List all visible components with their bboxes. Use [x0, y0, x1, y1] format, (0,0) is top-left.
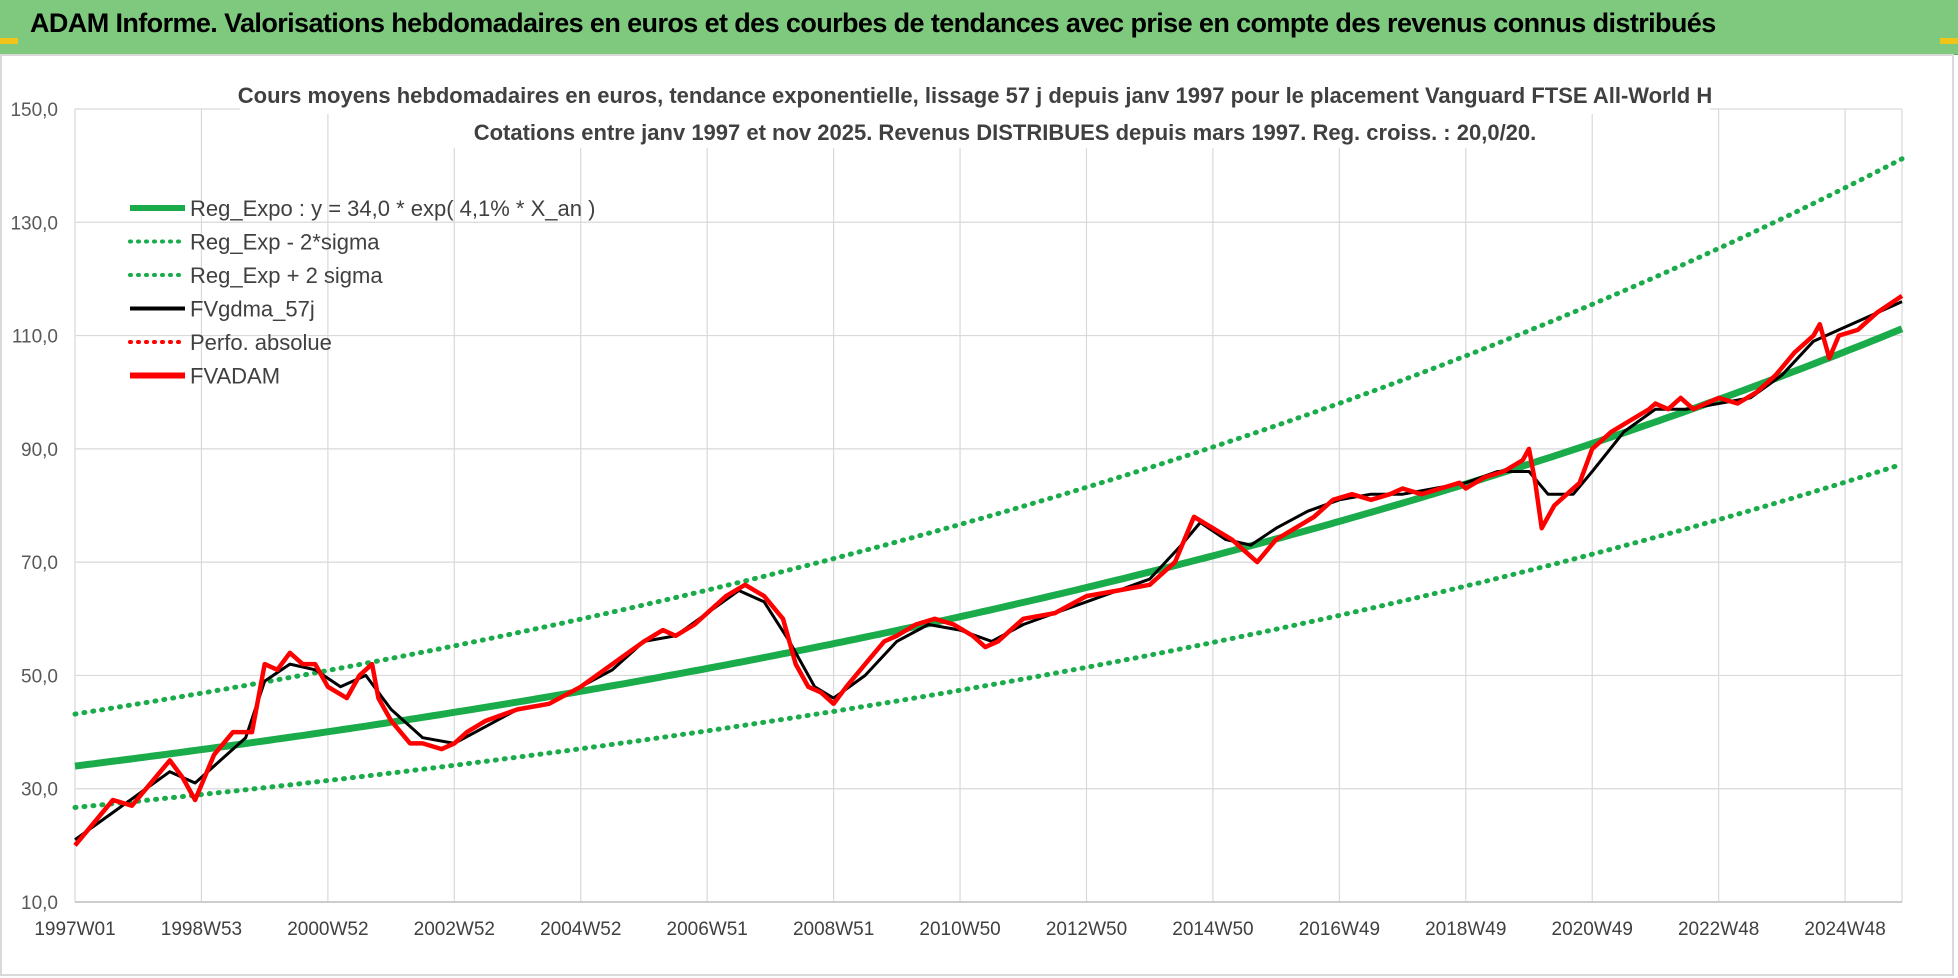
x-tick-label: 2000W52 [287, 919, 368, 940]
series-reg-exp-minus-2sigma [72, 461, 1905, 810]
title-banner: ADAM Informe. Valorisations hebdomadaire… [0, 0, 1958, 55]
x-tick-label: 1998W53 [161, 919, 242, 940]
series-reg-exp-plus-2sigma [72, 156, 1905, 717]
legend: Reg_Expo : y = 34,0 * exp( 4,1% * X_an )… [128, 196, 595, 389]
x-tick-label: 2012W50 [1046, 919, 1127, 940]
x-tick-label: 2018W49 [1425, 919, 1506, 940]
x-tick-label: 2006W51 [667, 919, 748, 940]
x-tick-label: 2016W49 [1299, 919, 1380, 940]
y-tick-label: 30,0 [21, 780, 58, 801]
legend-label: Reg_Exp + 2 sigma [190, 263, 383, 288]
legend-label: FVADAM [190, 364, 280, 389]
series-fvadam [73, 294, 1904, 847]
x-tick-label: 2004W52 [540, 919, 621, 940]
grid-layer [74, 108, 1903, 903]
x-tick-label: 2002W52 [414, 919, 495, 940]
x-tick-label: 2014W50 [1172, 919, 1253, 940]
series-fvgdma-57j [74, 300, 1903, 841]
series-reg-expo [74, 325, 1904, 770]
corner-marker-left [0, 38, 18, 44]
legend-label: FVgdma_57j [190, 297, 315, 322]
chart-subtitle: Cotations entre janv 1997 et nov 2025. R… [474, 120, 1537, 145]
y-tick-label: 110,0 [12, 327, 58, 348]
legend-label: Reg_Exp - 2*sigma [190, 230, 380, 255]
y-tick-label: 50,0 [21, 666, 58, 687]
axis-layer: 10,0 30,0 50,0 70,0 90,0 110,0 130,0 150,0 1997W… [10, 100, 1902, 940]
y-tick-label: 10,0 [21, 893, 58, 914]
legend-label: Perfo. absolue [190, 330, 332, 355]
x-tick-label: 2022W48 [1678, 919, 1759, 940]
chart-title: Cours moyens hebdomadaires en euros, ten… [238, 83, 1712, 108]
banner-title: ADAM Informe. Valorisations hebdomadaire… [30, 8, 1716, 38]
x-tick-label: 2024W48 [1804, 919, 1885, 940]
x-tick-label: 2008W51 [793, 919, 874, 940]
x-tick-label: 1997W01 [34, 919, 115, 940]
series-layer [72, 156, 1905, 847]
y-tick-label: 90,0 [21, 440, 58, 461]
x-tick-label: 2020W49 [1552, 919, 1633, 940]
subtitle-backdrop [440, 114, 1510, 148]
y-tick-label: 70,0 [21, 553, 58, 574]
corner-marker-right [1940, 38, 1958, 44]
legend-label: Reg_Expo : y = 34,0 * exp( 4,1% * X_an ) [190, 196, 595, 221]
y-tick-label: 130,0 [10, 213, 58, 234]
title-backdrop [240, 78, 1710, 114]
chart-area: 10,0 30,0 50,0 70,0 90,0 110,0 130,0 150,0 1997W… [10, 78, 1905, 940]
x-tick-label: 2010W50 [919, 919, 1000, 940]
y-tick-label: 150,0 [10, 100, 58, 121]
